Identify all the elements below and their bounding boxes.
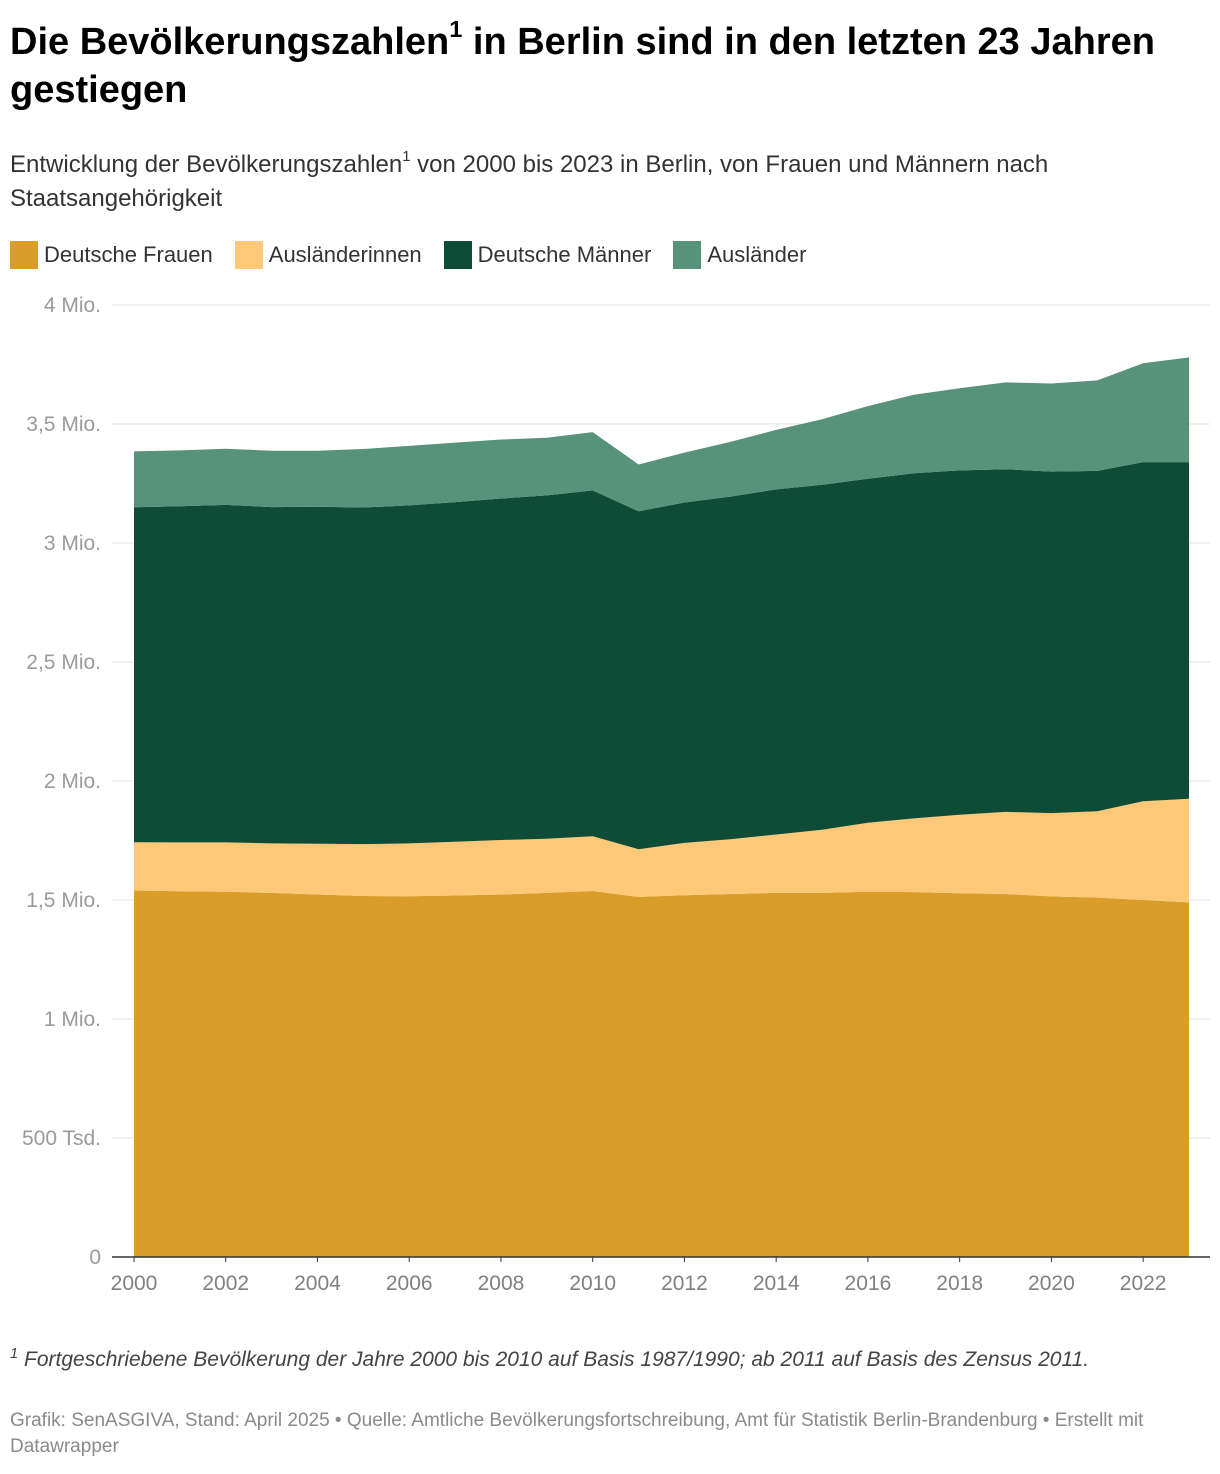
area-series-4	[134, 357, 1189, 512]
legend-item: Ausländer	[673, 241, 806, 269]
y-tick-label: 4 Mio.	[44, 294, 101, 317]
y-tick-label: 2,5 Mio.	[26, 651, 101, 674]
area-series-1	[134, 890, 1189, 1257]
x-tick-label: 2012	[661, 1272, 708, 1295]
chart-subtitle: Entwicklung der Bevölkerungszahlen1 von …	[10, 148, 1049, 212]
x-tick-label: 2020	[1028, 1272, 1075, 1295]
x-tick-label: 2018	[936, 1272, 983, 1295]
stacked-area-chart: 0 500 Tsd. 1 Mio. 1,5 Mio. 2 Mio. 2,5 Mio. 3 M…	[22, 294, 1210, 1295]
y-tick-label: 3 Mio.	[44, 532, 101, 555]
footnote: 1 Fortgeschriebene Bevölkerung der Jahre…	[10, 1346, 1090, 1371]
x-tick-label: 2000	[111, 1272, 158, 1295]
y-tick-label: 1,5 Mio.	[26, 889, 101, 912]
x-tick-label: 2010	[569, 1272, 616, 1295]
area-series-3	[134, 462, 1189, 850]
y-tick-label: 1 Mio.	[44, 1008, 101, 1031]
legend-label: Ausländer	[707, 242, 807, 267]
area-series-2	[134, 798, 1189, 903]
chart-title: Die Bevölkerungszahlen1 in Berlin sind i…	[10, 15, 1155, 111]
x-tick-label: 2014	[753, 1272, 800, 1295]
x-tick-label: 2022	[1120, 1272, 1167, 1295]
legend-swatch	[673, 241, 702, 269]
y-tick-label: 500 Tsd.	[22, 1127, 101, 1150]
y-tick-label: 3,5 Mio.	[26, 413, 101, 436]
x-tick-label: 2002	[202, 1272, 249, 1295]
legend-swatch	[10, 241, 38, 269]
x-tick-label: 2004	[294, 1272, 341, 1295]
legend-item: Deutsche Männer	[443, 241, 652, 269]
legend-swatch	[234, 241, 263, 269]
legend-label: Ausländerinnen	[268, 242, 422, 267]
x-tick-label: 2006	[386, 1272, 433, 1295]
legend-label: Deutsche Frauen	[44, 242, 213, 267]
y-tick-label: 2 Mio.	[44, 770, 101, 793]
legend-label: Deutsche Männer	[477, 242, 652, 267]
source-credits: Grafik: SenASGIVA, Stand: April 2025 • Q…	[10, 1410, 1144, 1457]
x-tick-label: 2016	[845, 1272, 892, 1295]
y-tick-label: 0	[89, 1246, 101, 1269]
legend-item: Deutsche Frauen	[10, 241, 213, 269]
legend-swatch	[443, 241, 472, 269]
chart-legend: Deutsche Frauen Ausländerinnen Deutsche Mä…	[10, 238, 828, 272]
x-tick-label: 2008	[478, 1272, 525, 1295]
legend-item: Ausländerinnen	[234, 241, 422, 269]
